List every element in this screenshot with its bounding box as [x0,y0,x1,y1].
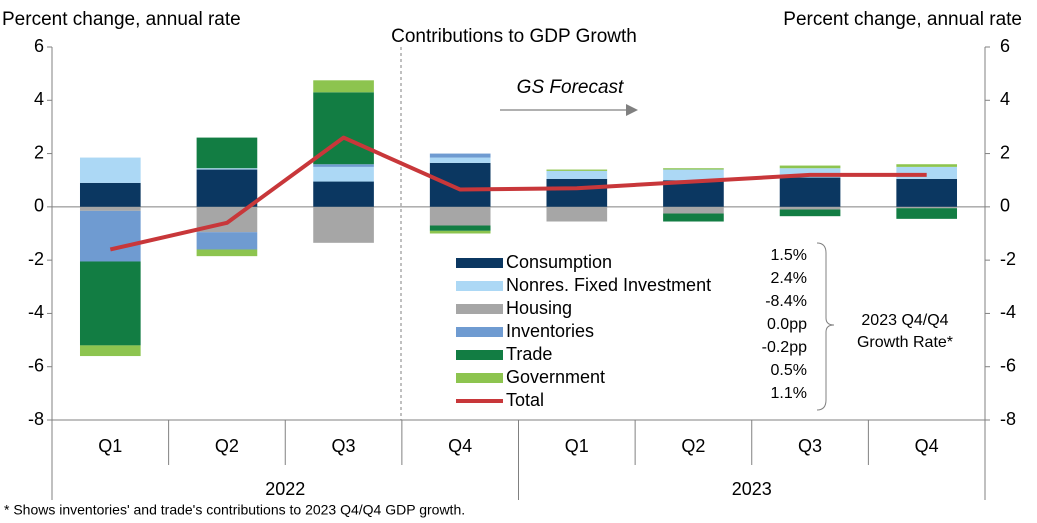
legend-label: Government [506,367,605,387]
legend-label: Consumption [506,252,612,272]
y-tick-label: 4 [34,89,44,109]
y2-tick-label: 6 [1000,36,1010,56]
bar-segment [79,261,141,346]
y2-tick-label: 0 [1000,196,1010,216]
y-tick-label: -4 [28,302,44,322]
y-tick-label: 2 [34,142,44,162]
bar-segment [779,209,841,217]
bar-segment [196,137,258,169]
forecast-label: GS Forecast [517,77,624,98]
bar-segment [546,178,608,207]
bar-segment [79,182,141,207]
bar-segment [429,230,491,234]
growth-rate-label: 2023 Q4/Q4 [861,312,948,329]
x-tick-label: Q1 [98,436,122,456]
y2-tick-label: 2 [1000,142,1010,162]
growth-rate: 0.0pp [767,316,807,333]
y2-tick-label: -2 [1000,249,1016,269]
y-axis-label: Percent change, annual rate [2,9,241,30]
footnote: * Shows inventories' and trade's contrib… [4,502,465,518]
x-tick-label: Q2 [681,436,705,456]
growth-rate: 1.5% [771,247,807,264]
y2-tick-label: -4 [1000,302,1016,322]
growth-rate: 2.4% [771,270,807,287]
bar-segment [313,164,374,167]
legend-swatch [456,350,503,360]
bar-segment [313,166,374,182]
total-line [109,135,927,252]
bar-segment [429,157,491,163]
chart-title: Contributions to GDP Growth [391,26,637,47]
legend-swatch [456,281,503,291]
bar-segment [779,206,841,210]
bar-segment [313,80,374,93]
bar-segment [196,169,258,207]
bar-segment [779,177,841,207]
growth-rate: 1.1% [771,385,807,402]
bar-segment [663,206,724,214]
legend-swatch [456,304,503,314]
bar-segment [896,164,958,167]
y-tick-label: -8 [28,409,44,429]
bar-segment [779,165,841,169]
bar-segment [79,157,141,183]
y2-axis-label: Percent change, annual rate [783,9,1022,30]
y2-tick-label: -6 [1000,355,1016,375]
bar-segment [196,249,258,257]
x-tick-label: Q4 [915,436,939,456]
legend-label: Nonres. Fixed Investment [506,275,711,295]
bar-segment [196,232,258,250]
legend-label: Total [506,390,544,410]
y-tick-label: -2 [28,249,44,269]
bar-segment [663,213,724,222]
y2-tick-label: 4 [1000,89,1010,109]
bar-segment [79,345,141,357]
legend-label: Inventories [506,321,594,341]
bar-segment [79,210,141,262]
bar-segment [79,206,141,211]
legend-swatch [456,258,503,268]
bar-segment [429,153,491,158]
x-tick-label: Q3 [332,436,356,456]
x-tick-label: Q2 [215,436,239,456]
bar-segment [663,168,724,170]
bar-segment [546,170,608,179]
y-tick-label: 0 [34,196,44,216]
y-tick-label: 6 [34,36,44,56]
growth-rate-label: Growth Rate* [857,334,953,351]
x-tick-label: Q1 [565,436,589,456]
growth-rate: 0.5% [771,362,807,379]
legend-label: Trade [506,344,552,364]
y-tick-label: -6 [28,355,44,375]
growth-rate: -8.4% [765,293,807,310]
bar-segment [546,169,608,171]
bar-segment [313,181,374,207]
bar-segment [896,206,958,209]
forecast-arrowhead [626,104,638,116]
bar-segment [429,225,491,231]
bar-segment [313,206,374,243]
x-tick-label: Q3 [798,436,822,456]
bar-segment [896,208,958,219]
bar-segment [663,169,724,181]
bar-segment [196,168,258,170]
growth-rate: -0.2pp [762,339,807,356]
legend-label: Housing [506,298,572,318]
bar-segment [546,206,608,222]
group-label: 2022 [265,479,305,499]
y2-tick-label: -8 [1000,409,1016,429]
bracket [816,242,835,411]
legend-swatch [456,373,503,383]
bar-segment [429,206,491,226]
legend-swatch [456,327,503,337]
bar-segment [429,162,491,207]
group-label: 2023 [732,479,772,499]
bar-segment [896,178,958,207]
x-tick-label: Q4 [448,436,472,456]
